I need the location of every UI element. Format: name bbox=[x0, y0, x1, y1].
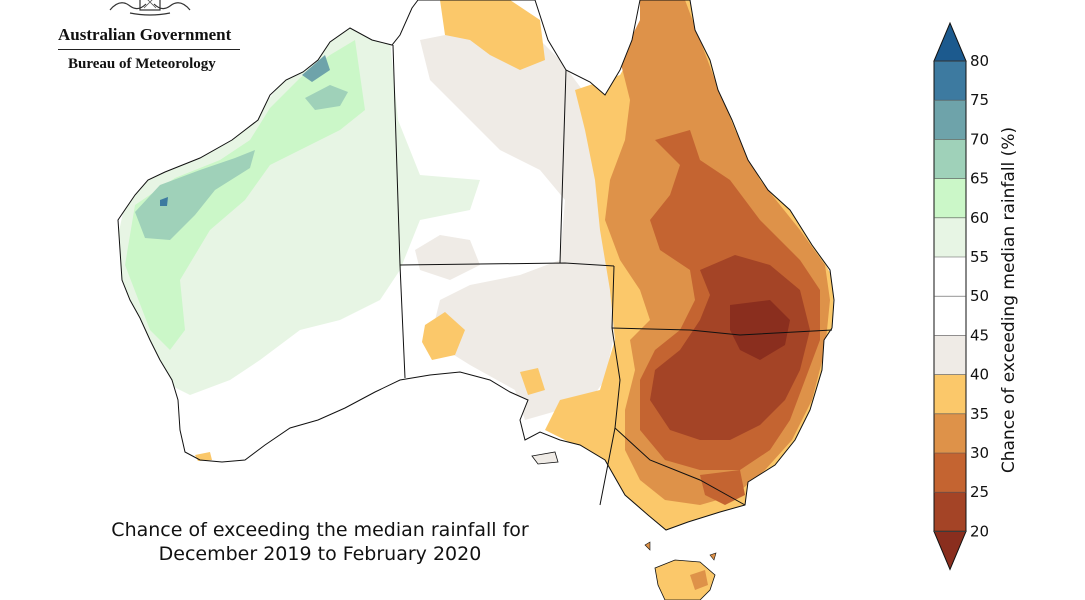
rainfall-outlook-map bbox=[117, 0, 835, 600]
government-name: Australian Government bbox=[58, 25, 232, 44]
legend-bin bbox=[934, 413, 966, 453]
legend-bin bbox=[934, 61, 966, 101]
legend-bin bbox=[934, 492, 966, 532]
legend-title: Chance of exceeding median rainfall (%) bbox=[999, 127, 1019, 473]
legend-tick-label: 75 bbox=[970, 91, 989, 109]
legend-bin bbox=[934, 374, 966, 414]
coat-of-arms-icon bbox=[109, 0, 191, 16]
legend-bin-over-80 bbox=[933, 21, 967, 62]
agency-name: Bureau of Meteorology bbox=[68, 56, 216, 72]
legend-tick-label: 50 bbox=[970, 287, 989, 305]
legend-bin bbox=[934, 453, 966, 493]
legend-tick-label: 25 bbox=[970, 483, 989, 501]
legend-bin bbox=[934, 178, 966, 218]
legend-tick-label: 40 bbox=[970, 366, 989, 384]
legend-bin bbox=[934, 100, 966, 140]
legend-tick-label: 55 bbox=[970, 248, 989, 266]
legend-tick-label: 30 bbox=[970, 444, 989, 462]
map-title: Chance of exceeding the median rainfall … bbox=[60, 518, 580, 566]
legend-tick-label: 20 bbox=[970, 522, 989, 540]
legend-tick-label: 45 bbox=[970, 326, 989, 344]
legend-bin bbox=[934, 335, 966, 375]
legend-tick-label: 35 bbox=[970, 405, 989, 423]
map-title-line2: December 2019 to February 2020 bbox=[158, 543, 482, 565]
logo-divider bbox=[58, 49, 240, 50]
legend-bin bbox=[934, 257, 966, 297]
legend-tick-label: 80 bbox=[970, 52, 989, 70]
legend-tick-label: 70 bbox=[970, 130, 989, 148]
bom-logo: Australian Government Bureau of Meteorol… bbox=[28, 0, 240, 80]
legend-tick-label: 60 bbox=[970, 209, 989, 227]
legend-bin bbox=[934, 139, 966, 179]
map-title-line1: Chance of exceeding the median rainfall … bbox=[111, 519, 529, 541]
legend-bin-under-20 bbox=[933, 530, 967, 571]
legend-bin bbox=[934, 296, 966, 336]
legend-tick-label: 65 bbox=[970, 170, 989, 188]
legend-bin bbox=[934, 217, 966, 257]
